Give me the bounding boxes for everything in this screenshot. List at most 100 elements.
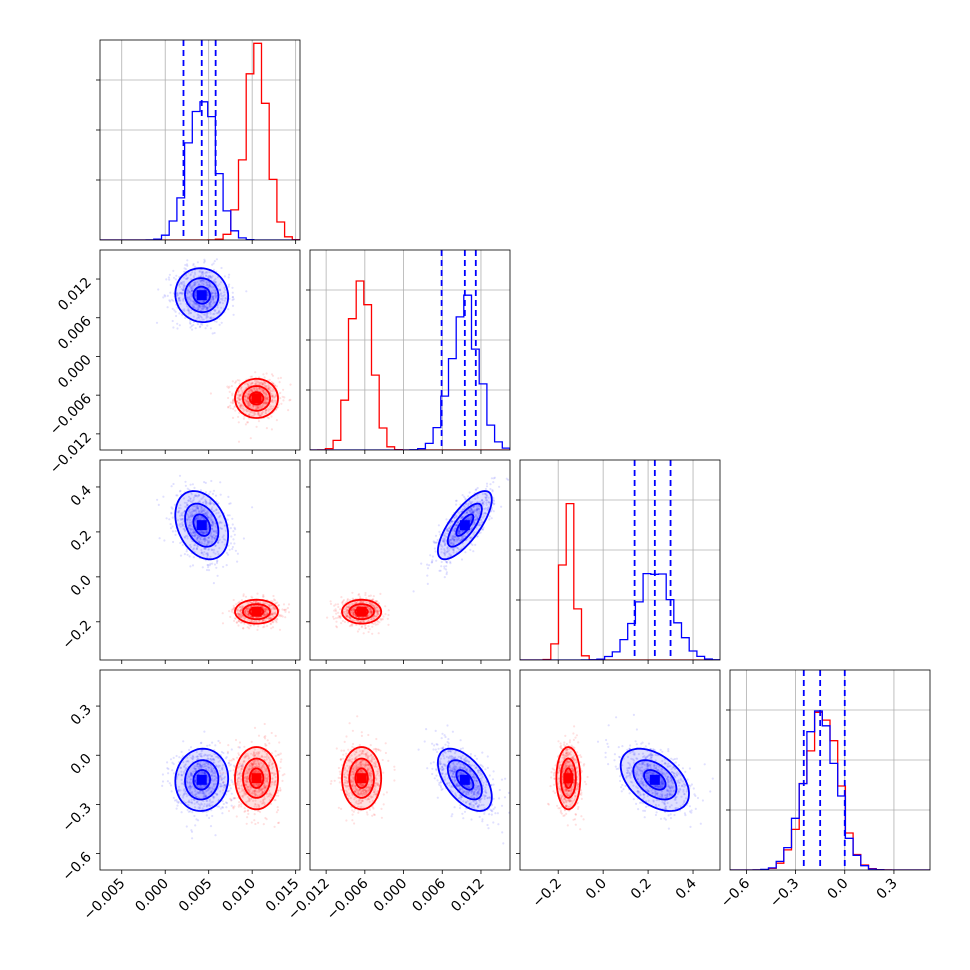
scatter-point-red (255, 425, 258, 428)
scatter-point-blue (181, 514, 184, 517)
scatter-point-red (238, 609, 241, 612)
scatter-point-blue (194, 534, 197, 537)
scatter-point-red (361, 616, 364, 619)
scatter-point-blue (204, 481, 207, 484)
scatter-point-red (248, 414, 251, 417)
scatter-point-red (236, 379, 239, 382)
scatter-point-blue (184, 263, 187, 267)
scatter-point-blue (187, 518, 190, 521)
scatter-point-blue (193, 271, 196, 274)
scatter-point-blue (174, 533, 177, 537)
scatter-point-red (247, 390, 250, 393)
scatter-point-blue (209, 312, 212, 315)
scatter-point-blue (204, 547, 207, 551)
scatter-point-blue (204, 531, 207, 534)
scatter-point-blue (205, 308, 208, 311)
scatter-point-red (370, 612, 373, 615)
scatter-point-red (248, 619, 251, 622)
scatter-point-blue (210, 515, 213, 518)
scatter-point-red (246, 608, 249, 611)
scatter-point-blue (183, 527, 186, 531)
scatter-point-blue (182, 497, 186, 500)
scatter-point-blue (163, 294, 166, 297)
scatter-point-red (268, 378, 271, 381)
scatter-point-red (238, 613, 241, 616)
scatter-point-blue (211, 519, 214, 522)
scatter-point-red (239, 393, 242, 397)
scatter-point-red (227, 406, 230, 409)
scatter-point-blue (197, 516, 200, 520)
scatter-point-blue (192, 498, 195, 501)
scatter-point-blue (199, 305, 202, 308)
scatter-point-red (240, 404, 243, 407)
scatter-point-red (277, 403, 280, 406)
scatter-point-red (226, 385, 229, 388)
scatter-point-blue (210, 291, 214, 294)
scatter-point-blue (189, 286, 193, 289)
scatter-point-blue (189, 545, 193, 549)
scatter-point-blue (193, 509, 196, 512)
scatter-point-red (244, 395, 247, 398)
scatter-point-red (376, 623, 379, 626)
scatter-point-red (346, 612, 349, 616)
scatter-point-red (268, 386, 271, 389)
scatter-point-blue (212, 296, 215, 299)
scatter-point-blue (193, 495, 196, 498)
scatter-point-red (261, 606, 264, 609)
scatter-point-red (251, 411, 254, 414)
scatter-point-blue (195, 494, 198, 497)
scatter-point-blue (197, 494, 201, 497)
scatter-point-blue (189, 497, 192, 500)
scatter-point-red (326, 616, 329, 619)
contour-blue (174, 490, 229, 561)
scatter-point-red (246, 395, 249, 398)
scatter-point-blue (176, 292, 179, 295)
scatter-point-blue (193, 283, 196, 286)
panel-2-1 (306, 459, 511, 664)
scatter-point-red (237, 390, 240, 393)
scatter-point-blue (214, 544, 217, 548)
scatter-point-blue (183, 282, 186, 285)
scatter-point-red (230, 610, 233, 613)
scatter-point-blue (204, 500, 207, 503)
scatter-point-red (376, 610, 379, 613)
scatter-point-blue (212, 297, 215, 300)
panel-content (161, 722, 286, 840)
scatter-point-blue (500, 505, 503, 508)
scatter-point-red (274, 602, 277, 605)
scatter-point-blue (200, 304, 203, 307)
scatter-point-red (238, 605, 241, 609)
scatter-point-red (267, 408, 270, 411)
scatter-point-red (274, 754, 277, 758)
scatter-point-red (259, 405, 262, 408)
scatter-point-blue (186, 277, 189, 280)
scatter-point-red (273, 612, 276, 615)
scatter-point-red (371, 625, 374, 628)
scatter-point-red (240, 802, 243, 806)
scatter-point-blue (199, 537, 202, 541)
scatter-point-red (242, 627, 245, 630)
scatter-point-red (247, 404, 250, 407)
scatter-point-red (247, 385, 250, 388)
scatter-point-blue (177, 299, 180, 302)
scatter-point-blue (215, 560, 219, 563)
scatter-point-red (370, 617, 373, 620)
scatter-point-blue (215, 561, 219, 565)
scatter-point-blue (194, 303, 197, 306)
scatter-point-red (232, 608, 235, 611)
scatter-point-red (269, 623, 272, 626)
scatter-point-blue (191, 328, 194, 331)
scatter-point-blue (205, 305, 208, 308)
scatter-point-blue (207, 541, 210, 544)
scatter-point-red (244, 399, 247, 402)
scatter-point-blue (203, 517, 206, 521)
scatter-point-red (239, 615, 242, 618)
scatter-point-red (261, 618, 265, 622)
scatter-point-red (240, 615, 243, 618)
scatter-point-blue (212, 551, 215, 554)
scatter-point-blue (186, 309, 189, 312)
scatter-point-red (246, 610, 249, 614)
scatter-point-red (255, 601, 258, 604)
scatter-point-blue (210, 285, 213, 288)
scatter-point-red (248, 402, 251, 406)
